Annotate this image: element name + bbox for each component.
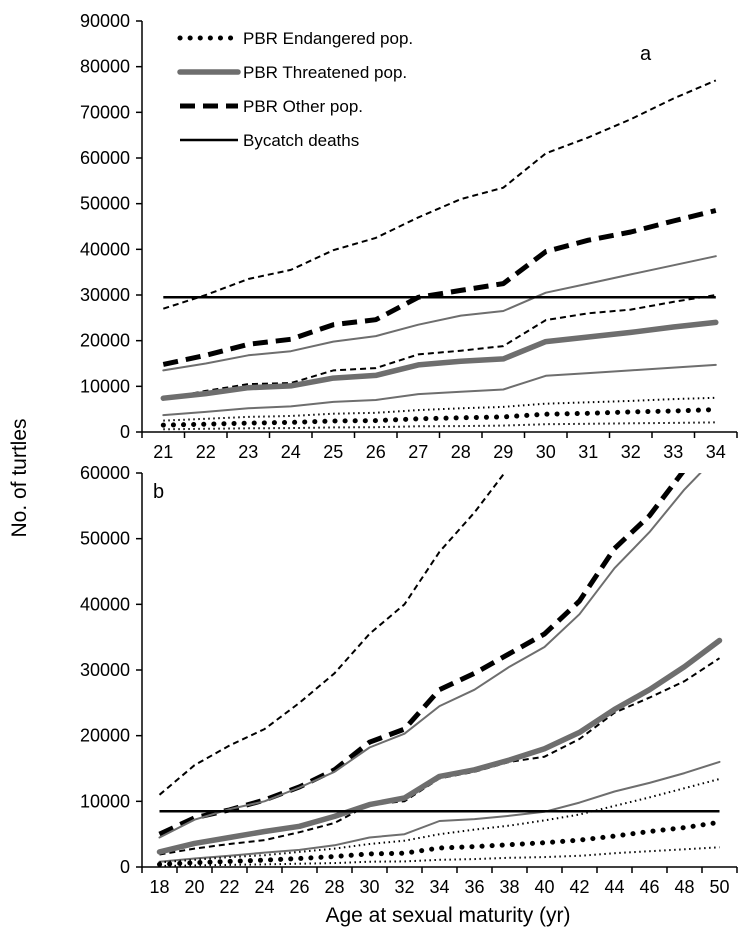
y-tick-label: 90000 [80,11,130,31]
x-tick-label: 23 [238,442,258,462]
y-tick-label: 80000 [80,57,130,77]
x-tick-label: 31 [578,442,598,462]
x-tick-label: 27 [408,442,428,462]
x-tick-label: 22 [196,442,216,462]
series-line-pbr-other-pop-mean [158,473,686,837]
y-tick-label: 60000 [80,463,130,483]
x-tick-label: 44 [604,877,624,897]
x-tick-label: 33 [663,442,683,462]
legend-label: Bycatch deaths [243,131,359,150]
legend-label: PBR Threatened pop. [243,63,407,82]
series-line-pbr-endangered-pop-upper [163,396,716,422]
x-axis-title: Age at sexual maturity (yr) [325,904,570,927]
series-line-pbr-endangered-pop-lower [163,421,716,431]
x-tick-label: 29 [493,442,513,462]
series-line-pbr-other-pop-upper [162,79,717,310]
y-tick-label: 20000 [80,331,130,351]
x-tick-label: 42 [569,877,589,897]
x-tick-label: 32 [621,442,641,462]
y-tick-label: 30000 [80,660,130,680]
series-line-pbr-endangered-pop-lower [159,846,720,867]
series-line-pbr-threatened-pop-upper [158,473,702,839]
y-tick-label: 10000 [80,376,130,396]
y-tick-label: 0 [120,422,130,442]
x-tick-label: 30 [359,877,379,897]
x-tick-label: 25 [323,442,343,462]
y-tick-label: 40000 [80,594,130,614]
series-line-pbr-threatened-pop-mean [156,637,723,855]
panel-a: 0 10000 20000 30000 40000 50000 60000 70000 8000… [80,11,738,462]
y-tick-label: 10000 [80,791,130,811]
x-tick-label: 40 [534,877,554,897]
x-tick-label: 21 [153,442,173,462]
series-group [160,79,719,431]
x-tick-label: 32 [394,877,414,897]
x-tick-label: 30 [536,442,556,462]
series-group [156,473,723,867]
y-tick-label: 60000 [80,148,130,168]
series-line-pbr-threatened-pop-lower [162,363,717,417]
y-tick-label: 50000 [80,529,130,549]
legend: PBR Endangered pop. PBR Threatened pop. PB… [177,29,413,150]
series-line-pbr-other-pop-lower [163,294,716,401]
x-tick-label: 34 [706,442,726,462]
legend-label: PBR Endangered pop. [243,29,413,48]
series-line-pbr-other-pop-mean [162,208,717,367]
x-tick-label: 26 [366,442,386,462]
series-line-pbr-endangered-pop-upper [159,778,720,864]
series-line-pbr-other-pop-upper [158,473,506,796]
y-tick-label: 70000 [80,102,130,122]
series-line-pbr-threatened-pop-lower [158,760,721,863]
y-axis-title: No. of turtles [8,418,31,537]
x-tick-label: 46 [639,877,659,897]
x-tick-label: 48 [674,877,694,897]
y-tick-label: 20000 [80,726,130,746]
panel-b: 0 10000 20000 30000 40000 50000 60000 18 20 22 24 2… [80,463,738,897]
legend-label: PBR Other pop. [243,97,363,116]
x-tick-label: 50 [709,877,729,897]
series-line-pbr-threatened-pop-mean [160,319,719,401]
y-tick-label: 50000 [80,194,130,214]
x-tick-label: 24 [254,877,274,897]
y-tick-label: 40000 [80,239,130,259]
x-tick-label: 26 [289,877,309,897]
x-tick-label: 28 [451,442,471,462]
x-tick-label: 36 [464,877,484,897]
x-tick-label: 24 [281,442,301,462]
x-tick-label: 20 [184,877,204,897]
series-line-pbr-threatened-pop-upper [162,255,717,372]
panel-label: a [640,43,652,65]
y-tick-label: 30000 [80,285,130,305]
series-line-pbr-endangered-pop-mean [160,407,719,428]
series-line-pbr-endangered-pop-mean [157,819,722,867]
x-tick-label: 38 [499,877,519,897]
x-tick-label: 18 [149,877,169,897]
panel-label: b [153,481,164,503]
x-tick-label: 34 [429,877,449,897]
x-tick-label: 28 [324,877,344,897]
x-tick-label: 22 [219,877,239,897]
y-tick-label: 0 [120,857,130,877]
